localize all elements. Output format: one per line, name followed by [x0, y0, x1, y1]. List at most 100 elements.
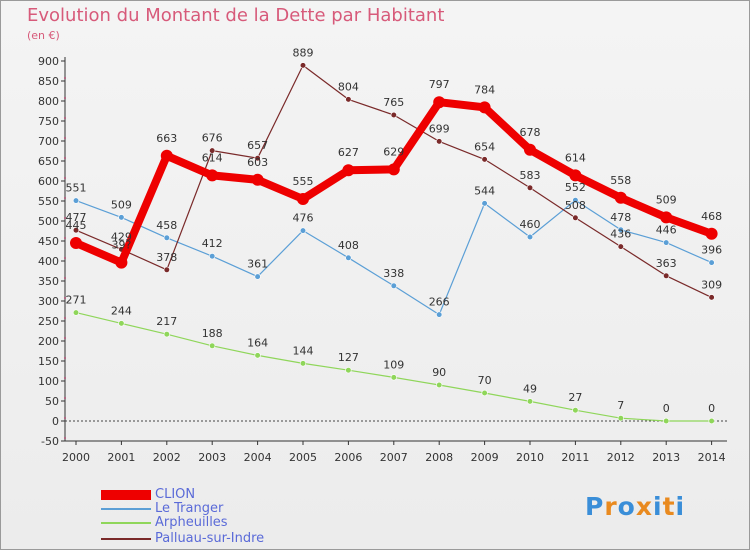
y-tick-label: 650 [38, 155, 59, 168]
data-label-clion: 678 [520, 126, 541, 139]
data-point-arpheuilles [254, 352, 261, 359]
data-point-clion [251, 173, 264, 186]
x-tick-label: 2008 [425, 451, 453, 464]
data-point-palluau-sur-indre [526, 184, 534, 191]
data-label-clion: 614 [565, 151, 586, 164]
data-label-le-tranger: 458 [156, 219, 177, 232]
legend-swatch-arpheuilles [101, 522, 151, 524]
data-label-palluau-sur-indre: 309 [701, 278, 722, 291]
data-point-arpheuilles [209, 342, 216, 349]
y-tick-label: 450 [38, 235, 59, 248]
data-label-palluau-sur-indre: 676 [202, 132, 223, 145]
data-point-clion [660, 211, 673, 224]
data-point-clion [206, 169, 219, 182]
legend-item-palluau-sur-indre: Palluau-sur-Indre [101, 531, 321, 547]
data-point-palluau-sur-indre [481, 156, 488, 163]
x-tick-label: 2005 [289, 451, 317, 464]
x-tick-label: 2006 [334, 451, 362, 464]
data-label-arpheuilles: 90 [432, 366, 446, 379]
data-label-clion: 445 [66, 219, 87, 232]
y-tick-label: 250 [38, 315, 59, 328]
data-label-arpheuilles: 244 [111, 304, 132, 317]
data-label-arpheuilles: 70 [478, 374, 492, 387]
x-tick-label: 2011 [561, 451, 589, 464]
data-point-le-tranger [118, 214, 125, 221]
legend-item-arpheuilles: Arpheuilles [101, 515, 321, 531]
data-point-clion [524, 143, 536, 156]
data-label-clion: 603 [247, 156, 268, 169]
y-tick-label: 300 [38, 295, 59, 308]
data-label-arpheuilles: 49 [523, 382, 537, 395]
x-tick-label: 2010 [516, 451, 544, 464]
data-point-clion [160, 149, 173, 162]
data-point-arpheuilles [390, 374, 397, 381]
data-point-palluau-sur-indre [254, 155, 261, 162]
data-point-palluau-sur-indre [345, 96, 352, 103]
data-label-palluau-sur-indre: 363 [656, 257, 677, 270]
data-label-palluau-sur-indre: 657 [247, 139, 268, 152]
data-point-le-tranger [72, 197, 80, 204]
data-label-palluau-sur-indre: 508 [565, 199, 586, 212]
y-tick-label: 400 [38, 255, 59, 268]
data-label-palluau-sur-indre: 765 [383, 96, 404, 109]
legend-swatch-le-tranger [101, 508, 151, 510]
data-point-arpheuilles [617, 415, 624, 422]
data-point-arpheuilles [436, 381, 443, 389]
data-point-arpheuilles [163, 331, 170, 338]
data-label-arpheuilles: 188 [202, 327, 223, 340]
data-point-palluau-sur-indre [436, 138, 443, 145]
data-point-le-tranger [481, 200, 488, 207]
legend-item-le-tranger: Le Tranger [101, 501, 321, 517]
data-point-clion [387, 163, 400, 176]
data-label-clion: 509 [656, 193, 677, 206]
y-tick-label: 0 [52, 415, 59, 428]
data-label-palluau-sur-indre: 804 [338, 80, 359, 93]
data-point-le-tranger [663, 239, 670, 246]
data-point-clion [342, 164, 355, 177]
data-point-arpheuilles [481, 389, 488, 397]
y-tick-label: 850 [38, 75, 59, 88]
data-label-clion: 797 [429, 78, 450, 91]
data-point-clion [478, 101, 491, 114]
logo-letter: i [675, 492, 686, 521]
logo-letter: t [662, 492, 676, 521]
data-label-clion: 555 [293, 175, 314, 188]
data-label-le-tranger: 478 [610, 211, 631, 224]
data-label-palluau-sur-indre: 378 [156, 251, 177, 264]
data-label-clion: 629 [383, 145, 404, 158]
data-point-clion [614, 191, 627, 204]
y-tick-label: 900 [38, 55, 59, 68]
data-label-le-tranger: 544 [474, 184, 495, 197]
data-point-arpheuilles [708, 417, 715, 425]
data-point-arpheuilles [345, 367, 352, 374]
legend-item-clion: CLION [101, 487, 321, 503]
legend-swatch-palluau-sur-indre [101, 538, 151, 540]
data-point-arpheuilles [526, 398, 534, 405]
data-label-clion: 784 [474, 83, 495, 96]
data-point-le-tranger [436, 311, 443, 318]
legend-label-le-tranger: Le Tranger [155, 501, 224, 516]
legend-label-arpheuilles: Arpheuilles [155, 515, 228, 530]
data-label-le-tranger: 460 [520, 218, 541, 231]
data-label-le-tranger: 266 [429, 296, 450, 309]
data-label-clion: 558 [610, 174, 631, 187]
legend-label-palluau-sur-indre: Palluau-sur-Indre [155, 531, 265, 546]
y-tick-label: 500 [38, 215, 59, 228]
x-tick-label: 2009 [471, 451, 499, 464]
data-point-palluau-sur-indre [209, 147, 216, 154]
data-point-le-tranger [572, 197, 579, 204]
data-point-clion [297, 193, 309, 205]
y-tick-label: 150 [38, 355, 59, 368]
data-label-le-tranger: 408 [338, 239, 359, 252]
data-label-clion: 468 [701, 210, 722, 223]
logo-letter: o [617, 492, 636, 521]
x-tick-label: 2000 [62, 451, 90, 464]
series-layer [70, 62, 718, 425]
logo-letter: i [653, 492, 663, 521]
x-tick-label: 2012 [607, 451, 635, 464]
data-label-palluau-sur-indre: 436 [610, 228, 631, 241]
data-label-arpheuilles: 144 [293, 344, 314, 357]
data-point-palluau-sur-indre [708, 294, 715, 301]
data-point-le-tranger [617, 226, 624, 233]
